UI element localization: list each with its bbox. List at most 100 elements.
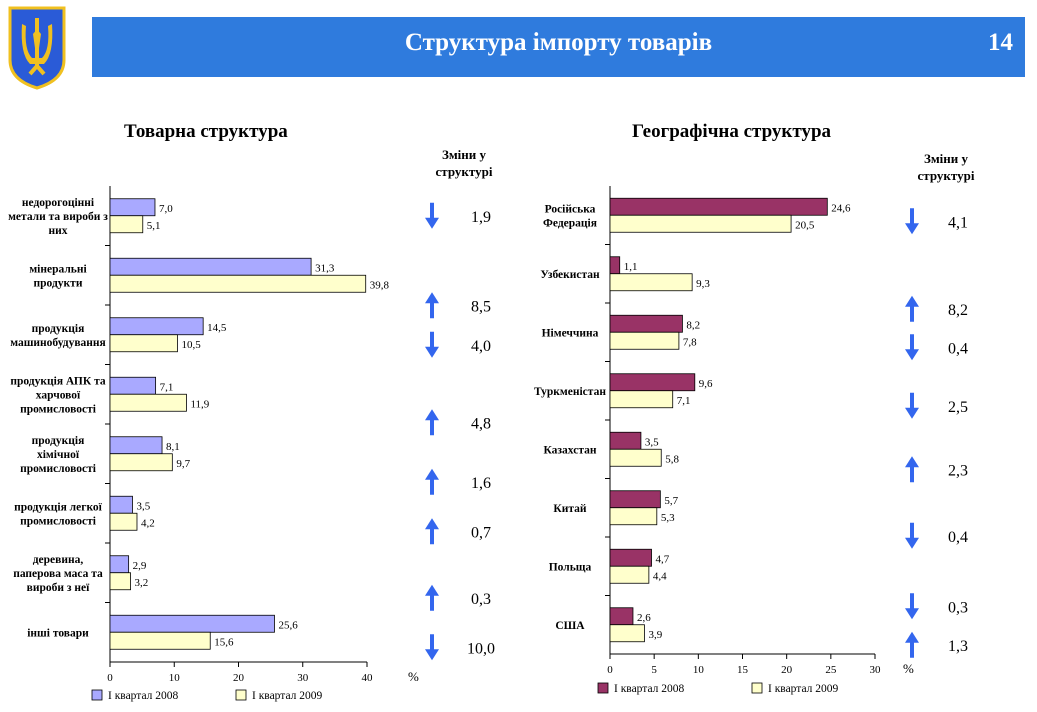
x-tick-label: 20 bbox=[233, 672, 245, 684]
data-label: 24,6 bbox=[831, 202, 851, 214]
bar-2009 bbox=[109, 274, 367, 293]
bar-2009 bbox=[609, 448, 662, 467]
bar-2008 bbox=[609, 314, 683, 333]
change-value: 1,9 bbox=[471, 209, 491, 226]
left-changes-header: Зміни у структурі bbox=[435, 147, 493, 179]
page-number: 14 bbox=[988, 29, 1013, 56]
x-axis-unit: % bbox=[903, 661, 914, 676]
category-label: Польща bbox=[549, 561, 592, 573]
category-label: мінеральні продукти bbox=[29, 263, 87, 289]
data-label: 5,8 bbox=[665, 453, 679, 465]
arrow-up-icon bbox=[905, 631, 919, 658]
category-label: продукція АПК та харчової промисловості bbox=[10, 375, 106, 415]
bar-2009 bbox=[109, 215, 144, 234]
change-value: 8,2 bbox=[948, 302, 968, 319]
data-label: 4,4 bbox=[653, 570, 667, 582]
bar-2008 bbox=[109, 257, 312, 276]
bar-2009 bbox=[609, 390, 674, 409]
bar-2009 bbox=[609, 624, 645, 643]
change-value: 4,0 bbox=[471, 338, 491, 355]
page-title: Структура імпорту товарів bbox=[404, 29, 713, 56]
category-label: США bbox=[555, 620, 585, 632]
data-label: 7,8 bbox=[683, 336, 697, 348]
data-label: 8,2 bbox=[686, 319, 700, 331]
commodity-structure-chart: 0 10 20 30 40 % недорогоцінні метали та вироби … bbox=[8, 186, 495, 702]
data-label: 2,6 bbox=[637, 612, 651, 624]
x-axis-unit: % bbox=[408, 669, 419, 684]
bar-2008 bbox=[609, 256, 621, 275]
bar-2009 bbox=[109, 512, 138, 531]
x-tick-label: 5 bbox=[651, 664, 657, 676]
x-tick-label: 15 bbox=[737, 664, 749, 676]
arrow-down-icon bbox=[425, 634, 439, 661]
data-label: 15,6 bbox=[214, 636, 234, 648]
data-label: 7,1 bbox=[677, 395, 691, 407]
category-label: деревина, паперова маса та вироби з неї bbox=[13, 554, 103, 594]
change-value: 2,3 bbox=[948, 462, 968, 479]
data-label: 9,3 bbox=[696, 278, 710, 290]
category-label: Китай bbox=[553, 503, 587, 515]
bar-2008 bbox=[109, 198, 156, 217]
bar-2009 bbox=[109, 572, 131, 591]
data-label: 5,7 bbox=[664, 495, 678, 507]
legend-label: I квартал 2009 bbox=[252, 690, 323, 702]
data-label: 3,5 bbox=[645, 436, 659, 448]
change-value: 10,0 bbox=[467, 640, 495, 657]
change-value: 1,6 bbox=[471, 475, 491, 492]
data-label: 25,6 bbox=[278, 619, 298, 631]
category-label: Німеччина bbox=[542, 327, 599, 339]
category-label: Казахстан bbox=[544, 444, 597, 456]
change-value: 4,1 bbox=[948, 214, 968, 231]
left-panel-title: Товарна структура bbox=[124, 121, 288, 142]
change-value: 0,4 bbox=[948, 340, 968, 357]
bar-2008 bbox=[609, 607, 634, 626]
arrow-up-icon bbox=[425, 409, 439, 436]
arrow-down-icon bbox=[905, 334, 919, 361]
bar-2009 bbox=[109, 453, 173, 472]
header-bar: Структура імпорту товарів 14 bbox=[92, 17, 1025, 77]
data-label: 7,0 bbox=[159, 203, 173, 215]
data-label: 9,7 bbox=[176, 458, 190, 470]
arrow-down-icon bbox=[905, 392, 919, 419]
bar-2008 bbox=[109, 555, 130, 574]
geographic-structure-chart: 0 5 10 15 20 25 30 % Російська Федерація 24,6 20,5 4… bbox=[534, 186, 968, 695]
data-label: 9,6 bbox=[699, 378, 713, 390]
legend-swatch-2008 bbox=[597, 682, 609, 694]
arrow-up-icon bbox=[905, 456, 919, 483]
category-label: Російська Федерація bbox=[543, 203, 597, 229]
bar-2008 bbox=[609, 373, 696, 392]
legend-label: I квартал 2008 bbox=[614, 683, 685, 695]
legend-label: I квартал 2009 bbox=[768, 683, 839, 695]
change-value: 0,3 bbox=[948, 599, 968, 616]
data-label: 5,1 bbox=[147, 220, 161, 232]
arrow-up-icon bbox=[425, 468, 439, 495]
data-label: 20,5 bbox=[795, 219, 815, 231]
category-label: продукція хімічної промисловості bbox=[20, 435, 97, 475]
data-label: 14,5 bbox=[207, 322, 227, 334]
arrow-down-icon bbox=[905, 208, 919, 235]
data-label: 8,1 bbox=[166, 441, 180, 453]
bar-2008 bbox=[109, 317, 204, 336]
bar-2009 bbox=[109, 393, 187, 412]
change-value: 4,8 bbox=[471, 415, 491, 432]
data-label: 39,8 bbox=[370, 279, 390, 291]
change-value: 8,5 bbox=[471, 298, 491, 315]
legend-label: I квартал 2008 bbox=[108, 690, 179, 702]
x-tick-label: 30 bbox=[870, 664, 882, 676]
bar-2008 bbox=[609, 197, 828, 216]
change-value: 0,7 bbox=[471, 524, 491, 541]
change-value: 0,4 bbox=[948, 529, 968, 546]
data-label: 7,1 bbox=[160, 381, 174, 393]
legend-swatch-2008 bbox=[91, 689, 103, 701]
data-label: 31,3 bbox=[315, 262, 335, 274]
data-label: 4,7 bbox=[656, 553, 670, 565]
data-label: 10,5 bbox=[181, 339, 201, 351]
data-label: 5,3 bbox=[661, 512, 675, 524]
arrow-down-icon bbox=[905, 593, 919, 620]
category-label: Туркменістан bbox=[534, 386, 606, 398]
x-tick-label: 25 bbox=[825, 664, 837, 676]
bar-2009 bbox=[609, 507, 658, 526]
x-tick-label: 0 bbox=[107, 672, 113, 684]
right-changes-header: Зміни у структурі bbox=[917, 151, 975, 183]
data-label: 4,2 bbox=[141, 517, 155, 529]
